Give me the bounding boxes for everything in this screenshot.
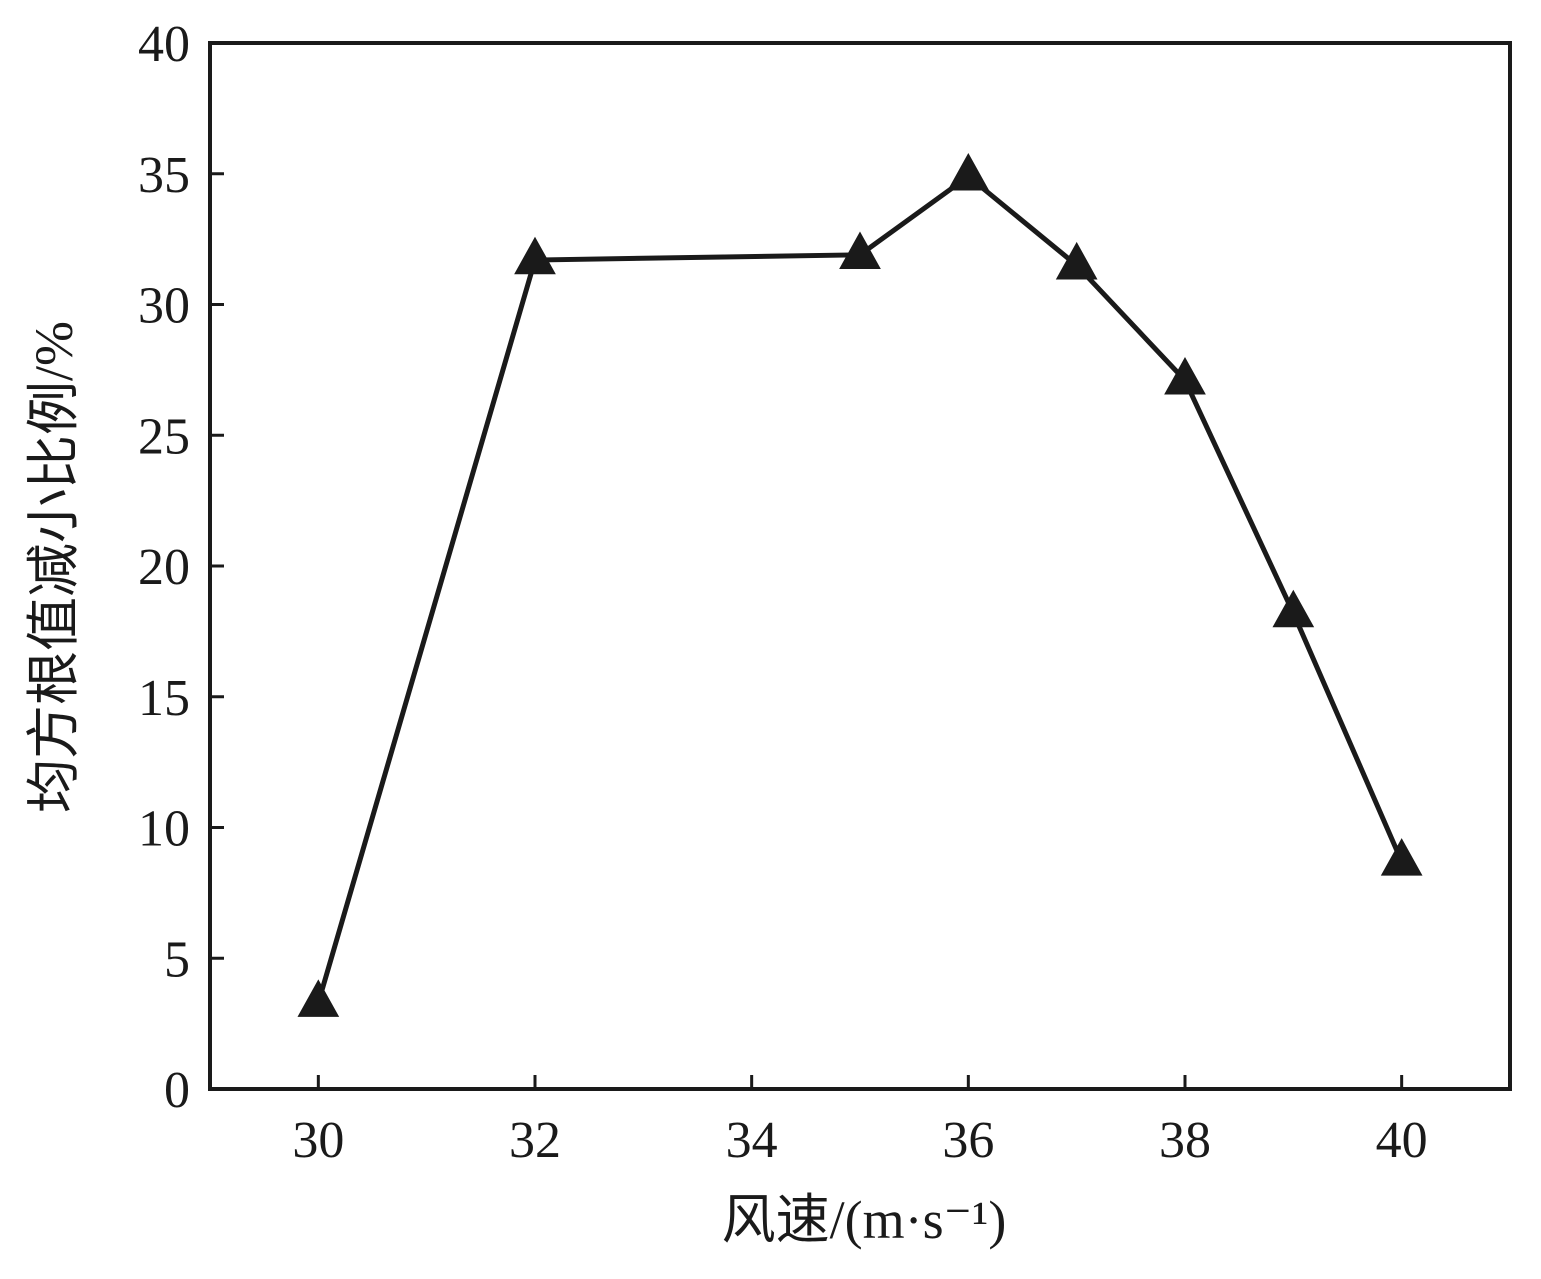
series-line-group	[315, 173, 1404, 1004]
series-markers	[297, 153, 1423, 1017]
plot-frame	[208, 41, 1512, 1091]
series-line	[315, 173, 1404, 1004]
y-tick-label: 20	[138, 539, 190, 596]
y-tick-label: 10	[138, 801, 190, 858]
y-tick-label: 5	[164, 931, 190, 988]
data-point-marker	[1164, 356, 1206, 395]
plot-border	[208, 41, 1512, 1091]
x-tick-label: 36	[942, 1112, 994, 1169]
data-point-marker	[947, 153, 990, 191]
x-tick-label: 38	[1159, 1112, 1211, 1169]
data-point-marker	[1380, 838, 1423, 876]
axis-ticks	[210, 41, 1404, 1091]
x-tick-label: 32	[509, 1112, 561, 1169]
y-tick-label: 15	[138, 670, 190, 727]
x-tick-label: 34	[726, 1112, 778, 1169]
y-tick-label: 25	[138, 408, 190, 465]
data-point-marker	[514, 236, 556, 275]
y-tick-label: 40	[138, 16, 190, 73]
y-axis-label: 均方根值减小比例/%	[24, 321, 84, 813]
y-tick-label: 35	[138, 147, 190, 204]
data-point-marker	[297, 979, 340, 1017]
data-point-marker	[1272, 589, 1315, 628]
y-tick-label: 30	[138, 278, 190, 335]
tick-labels: 30 32 34 36 38 40 0 5 10 15 20 25 30 35 40	[138, 16, 1428, 1169]
x-tick-label: 30	[292, 1112, 344, 1169]
data-point-marker	[839, 231, 881, 269]
x-tick-label: 40	[1376, 1112, 1428, 1169]
x-axis-label: 风速/(m·s⁻¹)	[722, 1190, 1007, 1250]
data-point-marker	[1055, 241, 1098, 280]
y-tick-label: 0	[164, 1062, 190, 1119]
